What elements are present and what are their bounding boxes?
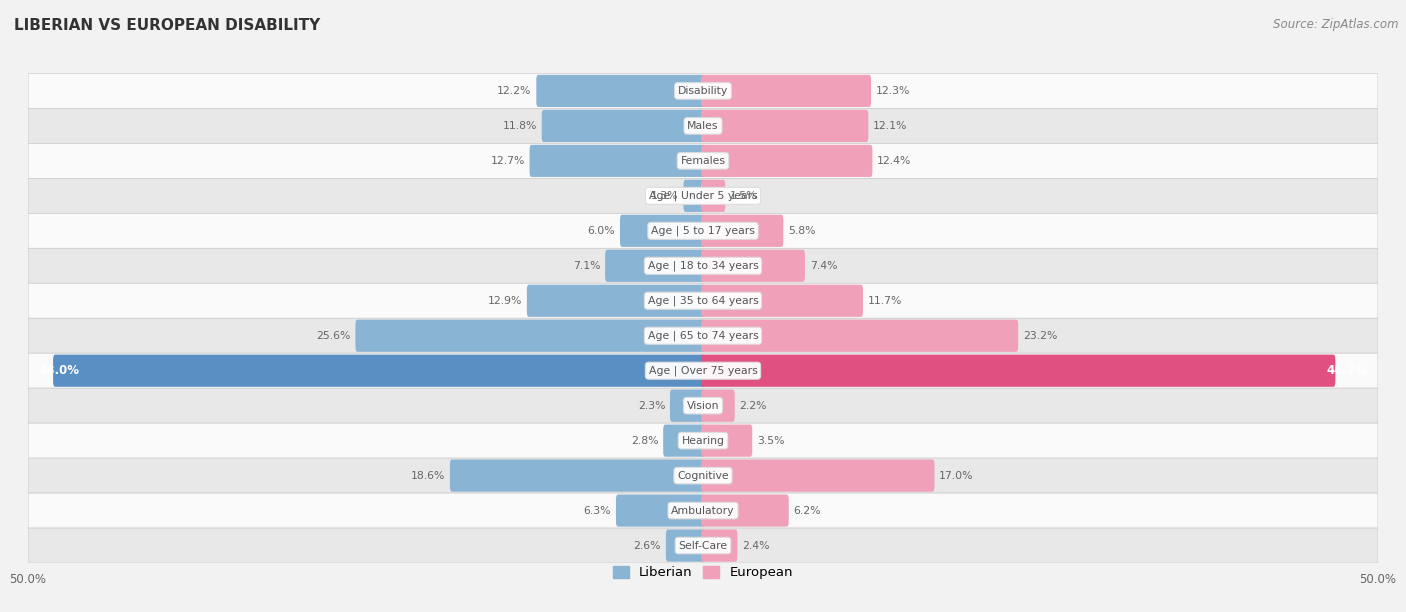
FancyBboxPatch shape xyxy=(28,108,1378,143)
FancyBboxPatch shape xyxy=(28,353,1378,388)
Text: Age | 18 to 34 years: Age | 18 to 34 years xyxy=(648,261,758,271)
FancyBboxPatch shape xyxy=(664,425,704,457)
Text: Females: Females xyxy=(681,156,725,166)
FancyBboxPatch shape xyxy=(702,460,935,491)
Text: Age | 5 to 17 years: Age | 5 to 17 years xyxy=(651,226,755,236)
FancyBboxPatch shape xyxy=(450,460,704,491)
Text: 7.4%: 7.4% xyxy=(810,261,837,271)
Legend: Liberian, European: Liberian, European xyxy=(606,559,800,586)
Text: 2.8%: 2.8% xyxy=(631,436,658,446)
Text: Disability: Disability xyxy=(678,86,728,96)
Text: Ambulatory: Ambulatory xyxy=(671,506,735,515)
Text: 7.1%: 7.1% xyxy=(572,261,600,271)
FancyBboxPatch shape xyxy=(530,145,704,177)
Text: 6.3%: 6.3% xyxy=(583,506,612,515)
Text: 12.1%: 12.1% xyxy=(873,121,907,131)
Text: 2.4%: 2.4% xyxy=(742,540,769,551)
FancyBboxPatch shape xyxy=(527,285,704,317)
FancyBboxPatch shape xyxy=(702,425,752,457)
FancyBboxPatch shape xyxy=(669,390,704,422)
Text: Self-Care: Self-Care xyxy=(679,540,727,551)
Text: 11.7%: 11.7% xyxy=(868,296,903,306)
FancyBboxPatch shape xyxy=(683,180,704,212)
Text: Age | Over 75 years: Age | Over 75 years xyxy=(648,365,758,376)
FancyBboxPatch shape xyxy=(702,529,737,562)
FancyBboxPatch shape xyxy=(702,250,804,282)
FancyBboxPatch shape xyxy=(702,390,735,422)
FancyBboxPatch shape xyxy=(702,285,863,317)
Text: 48.0%: 48.0% xyxy=(39,364,80,377)
Text: 18.6%: 18.6% xyxy=(411,471,446,480)
Text: Hearing: Hearing xyxy=(682,436,724,446)
Text: Age | Under 5 years: Age | Under 5 years xyxy=(648,190,758,201)
FancyBboxPatch shape xyxy=(28,178,1378,214)
Text: Males: Males xyxy=(688,121,718,131)
Text: 11.8%: 11.8% xyxy=(502,121,537,131)
FancyBboxPatch shape xyxy=(702,110,869,142)
Text: 12.9%: 12.9% xyxy=(488,296,522,306)
Text: 46.7%: 46.7% xyxy=(1326,364,1367,377)
FancyBboxPatch shape xyxy=(28,143,1378,178)
Text: Vision: Vision xyxy=(686,401,720,411)
FancyBboxPatch shape xyxy=(28,248,1378,283)
FancyBboxPatch shape xyxy=(53,354,704,387)
Text: 12.4%: 12.4% xyxy=(877,156,911,166)
FancyBboxPatch shape xyxy=(28,458,1378,493)
FancyBboxPatch shape xyxy=(702,180,725,212)
Text: Age | 65 to 74 years: Age | 65 to 74 years xyxy=(648,330,758,341)
Text: 2.3%: 2.3% xyxy=(638,401,665,411)
FancyBboxPatch shape xyxy=(28,388,1378,423)
FancyBboxPatch shape xyxy=(28,318,1378,353)
FancyBboxPatch shape xyxy=(356,319,704,352)
Text: 3.5%: 3.5% xyxy=(756,436,785,446)
Text: Cognitive: Cognitive xyxy=(678,471,728,480)
FancyBboxPatch shape xyxy=(28,528,1378,563)
Text: 17.0%: 17.0% xyxy=(939,471,974,480)
FancyBboxPatch shape xyxy=(616,494,704,527)
FancyBboxPatch shape xyxy=(28,283,1378,318)
FancyBboxPatch shape xyxy=(28,73,1378,108)
Text: 12.2%: 12.2% xyxy=(498,86,531,96)
FancyBboxPatch shape xyxy=(620,215,704,247)
Text: 23.2%: 23.2% xyxy=(1024,330,1057,341)
FancyBboxPatch shape xyxy=(666,529,704,562)
Text: 1.5%: 1.5% xyxy=(730,191,758,201)
FancyBboxPatch shape xyxy=(702,354,1336,387)
Text: 6.2%: 6.2% xyxy=(793,506,821,515)
Text: 25.6%: 25.6% xyxy=(316,330,350,341)
Text: Source: ZipAtlas.com: Source: ZipAtlas.com xyxy=(1274,18,1399,31)
Text: 6.0%: 6.0% xyxy=(588,226,616,236)
Text: 12.3%: 12.3% xyxy=(876,86,910,96)
FancyBboxPatch shape xyxy=(541,110,704,142)
Text: 2.2%: 2.2% xyxy=(740,401,766,411)
FancyBboxPatch shape xyxy=(536,75,704,107)
Text: 2.6%: 2.6% xyxy=(634,540,661,551)
FancyBboxPatch shape xyxy=(702,319,1018,352)
Text: 1.3%: 1.3% xyxy=(651,191,679,201)
Text: LIBERIAN VS EUROPEAN DISABILITY: LIBERIAN VS EUROPEAN DISABILITY xyxy=(14,18,321,34)
FancyBboxPatch shape xyxy=(28,214,1378,248)
FancyBboxPatch shape xyxy=(28,493,1378,528)
FancyBboxPatch shape xyxy=(702,215,783,247)
Text: 5.8%: 5.8% xyxy=(787,226,815,236)
Text: Age | 35 to 64 years: Age | 35 to 64 years xyxy=(648,296,758,306)
FancyBboxPatch shape xyxy=(702,494,789,527)
FancyBboxPatch shape xyxy=(702,75,872,107)
FancyBboxPatch shape xyxy=(605,250,704,282)
FancyBboxPatch shape xyxy=(28,423,1378,458)
Text: 12.7%: 12.7% xyxy=(491,156,524,166)
FancyBboxPatch shape xyxy=(702,145,872,177)
